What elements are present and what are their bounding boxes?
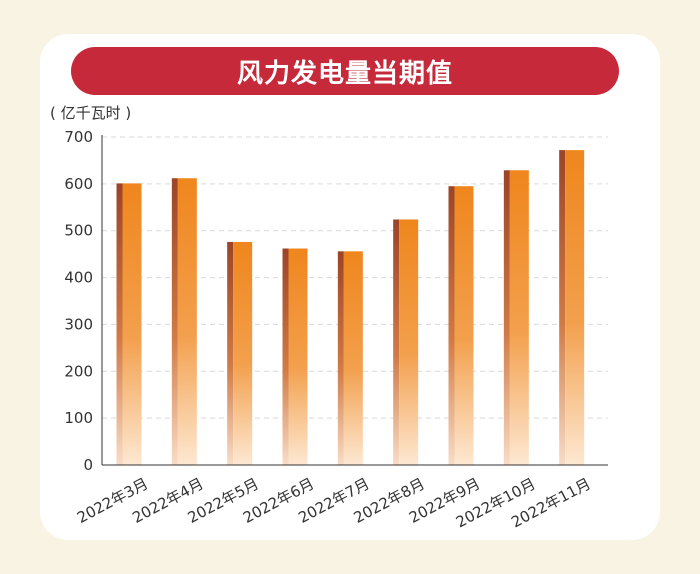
x-axis-labels: 2022年3月2022年4月2022年5月2022年6月2022年7月2022年… <box>74 475 594 532</box>
bar <box>288 248 308 465</box>
y-tick-label: 300 <box>64 315 93 333</box>
bar-side <box>393 219 400 465</box>
bar-side <box>227 241 234 465</box>
bar <box>509 170 529 466</box>
bar <box>399 219 419 465</box>
y-tick-label: 700 <box>64 128 93 146</box>
bar-side <box>116 183 123 466</box>
bar-side <box>559 150 566 465</box>
y-tick-label: 400 <box>64 269 93 287</box>
y-tick-label: 0 <box>83 456 93 474</box>
y-axis-ticks: 0 100 200 300 400 500 600 700 <box>64 128 93 474</box>
bars <box>116 150 585 466</box>
y-tick-label: 100 <box>64 409 93 427</box>
bar-side <box>171 178 178 465</box>
bar <box>454 186 474 465</box>
bar <box>565 150 585 465</box>
bar-side <box>337 251 344 465</box>
chart-title: 风力发电量当期值 <box>71 47 619 95</box>
unit-label: ( 亿千瓦时 ) <box>50 104 132 122</box>
bar-side <box>503 170 510 466</box>
bar <box>177 178 197 465</box>
bar <box>343 251 363 465</box>
bar-side <box>448 186 455 465</box>
bar-side <box>282 248 289 465</box>
y-tick-label: 600 <box>64 175 93 193</box>
bar <box>122 183 142 466</box>
y-tick-label: 200 <box>64 362 93 380</box>
bar <box>233 241 253 465</box>
y-tick-label: 500 <box>64 222 93 240</box>
